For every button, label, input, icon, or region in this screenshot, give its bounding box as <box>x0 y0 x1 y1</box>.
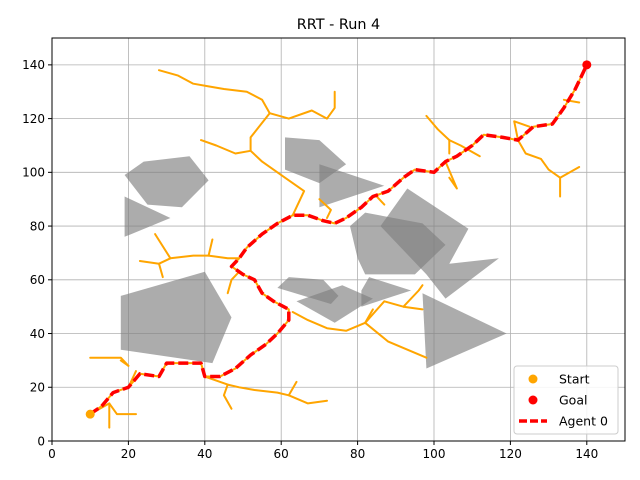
legend-label: Goal <box>559 393 587 408</box>
tree-branch <box>249 90 336 152</box>
legend: Start Goal Agent 0 <box>513 365 619 435</box>
obstacle <box>120 271 232 364</box>
plot-frame <box>51 37 626 442</box>
y-tick-label: 60 <box>30 273 45 287</box>
legend-box <box>513 365 619 435</box>
tree-branch <box>200 139 306 217</box>
y-tick-label: 40 <box>30 327 45 341</box>
obstacle <box>124 156 209 208</box>
tree-branch <box>448 139 481 158</box>
start-goal-markers <box>85 60 592 419</box>
agent-path <box>89 64 589 416</box>
y-tick-label: 20 <box>30 381 45 395</box>
y-axis: 0 20 40 60 80 100 120 140 <box>22 58 52 448</box>
x-tick-label: 60 <box>274 447 289 461</box>
tree-branch <box>402 284 424 308</box>
x-tick-label: 100 <box>423 447 446 461</box>
tree-branch <box>513 120 531 142</box>
tree-branch <box>158 262 164 279</box>
goal-marker <box>582 60 592 70</box>
tree-branch <box>425 114 451 155</box>
y-tick-label: 100 <box>22 166 45 180</box>
tree-branch <box>222 383 233 410</box>
x-axis: 0 20 40 60 80 100 120 140 <box>48 441 598 461</box>
obstacle <box>319 164 385 208</box>
y-tick-label: 80 <box>30 219 45 233</box>
obstacle <box>296 285 373 323</box>
obstacle <box>124 196 171 237</box>
tree-branch <box>158 69 271 115</box>
x-tick-label: 80 <box>350 447 365 461</box>
y-tick-label: 0 <box>37 434 45 448</box>
legend-marker <box>528 395 538 405</box>
legend-label: Start <box>559 372 590 387</box>
x-tick-label: 0 <box>48 447 56 461</box>
tree-branch <box>364 321 428 359</box>
tree-branch <box>226 270 241 295</box>
tree-branch <box>89 402 137 416</box>
start-marker <box>85 409 95 419</box>
obstacle <box>361 277 412 307</box>
tree-branch <box>291 300 424 332</box>
tree-branch <box>364 308 374 324</box>
x-tick-label: 140 <box>575 447 598 461</box>
obstacle <box>422 293 507 369</box>
x-tick-label: 40 <box>197 447 212 461</box>
tree-branch <box>203 375 328 405</box>
obstacles <box>120 137 507 369</box>
legend-marker <box>528 374 538 384</box>
tree-branch <box>287 380 298 397</box>
agent-path-line <box>89 64 589 416</box>
y-tick-label: 140 <box>22 58 45 72</box>
chart-title: RRT - Run 4 <box>297 17 380 33</box>
tree-branch <box>444 160 458 190</box>
tree-branch <box>154 233 172 260</box>
tree-branch <box>318 198 332 219</box>
tree-branch <box>119 359 130 367</box>
y-tick-label: 120 <box>22 112 45 126</box>
tree-branch <box>207 238 214 257</box>
x-tick-label: 120 <box>499 447 522 461</box>
tree-branch <box>517 139 581 179</box>
legend-label: Agent 0 <box>559 414 608 429</box>
obstacle <box>380 188 499 299</box>
tree-branch <box>562 98 581 104</box>
tree-branch <box>375 195 386 206</box>
x-tick-label: 20 <box>121 447 136 461</box>
